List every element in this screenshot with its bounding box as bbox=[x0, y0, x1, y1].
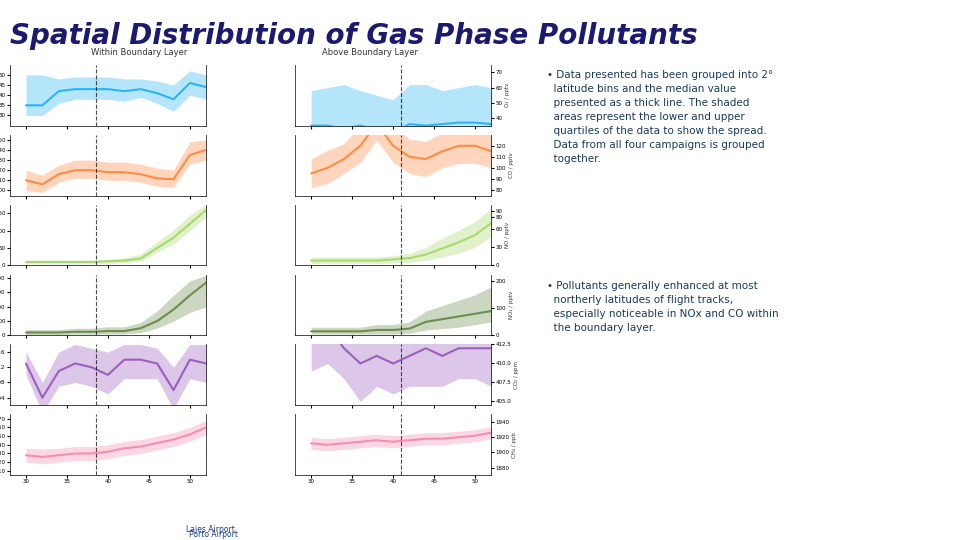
Text: Above Boundary Layer: Above Boundary Layer bbox=[322, 48, 418, 57]
Y-axis label: NO / pptv: NO / pptv bbox=[505, 222, 511, 248]
Y-axis label: CH₄ / ppb: CH₄ / ppb bbox=[513, 432, 517, 458]
Y-axis label: CO₂ / ppm: CO₂ / ppm bbox=[515, 361, 519, 389]
Text: Within Boundary Layer: Within Boundary Layer bbox=[91, 48, 187, 57]
Text: Lajes Airport: Lajes Airport bbox=[186, 525, 235, 534]
Y-axis label: O₃ / pptv: O₃ / pptv bbox=[505, 83, 511, 107]
Y-axis label: NO₂ / pptv: NO₂ / pptv bbox=[509, 291, 514, 319]
Text: • Pollutants generally enhanced at most
  northerly latitudes of flight tracks,
: • Pollutants generally enhanced at most … bbox=[547, 281, 779, 333]
Text: Porto Airport: Porto Airport bbox=[189, 530, 238, 539]
Text: Spatial Distribution of Gas Phase Pollutants: Spatial Distribution of Gas Phase Pollut… bbox=[10, 22, 697, 50]
Text: • Data presented has been grouped into 2°
  latitude bins and the median value
 : • Data presented has been grouped into 2… bbox=[547, 70, 774, 164]
Y-axis label: CO / pptv: CO / pptv bbox=[509, 152, 514, 178]
